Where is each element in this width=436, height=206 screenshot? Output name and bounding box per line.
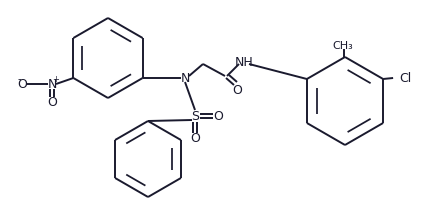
Text: O: O [232, 84, 242, 97]
Text: O: O [213, 110, 223, 123]
Text: NH: NH [235, 56, 253, 69]
Text: -: - [17, 74, 21, 84]
Text: O: O [47, 96, 57, 109]
Text: N: N [181, 72, 190, 85]
Text: Cl: Cl [399, 71, 411, 84]
Text: S: S [191, 110, 199, 123]
Text: O: O [190, 132, 200, 145]
Text: N: N [48, 78, 57, 91]
Text: O: O [17, 78, 27, 91]
Text: CH₃: CH₃ [333, 41, 353, 51]
Text: +: + [53, 75, 59, 84]
